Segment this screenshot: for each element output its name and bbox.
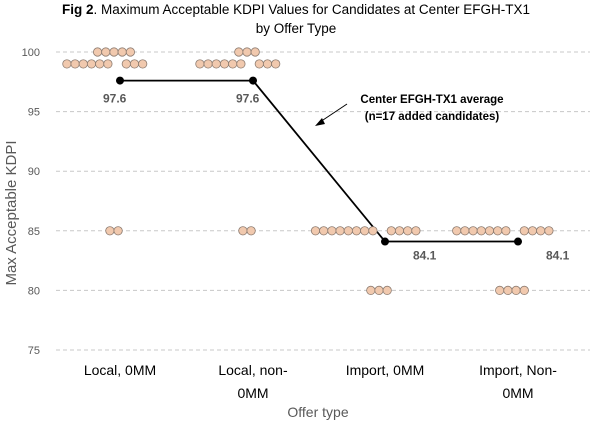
data-point (511, 285, 521, 295)
data-point (343, 226, 353, 236)
data-point (121, 59, 131, 69)
average-label: 97.6 (103, 92, 127, 106)
data-point (105, 226, 115, 236)
x-tick-label: Import, 0MM (346, 362, 425, 378)
data-point (238, 226, 248, 236)
data-point (236, 59, 246, 69)
average-label: 84.1 (546, 249, 570, 263)
data-point (382, 285, 392, 295)
y-tick-label: 90 (28, 166, 40, 178)
data-point (95, 59, 105, 69)
data-point (138, 59, 148, 69)
data-point (246, 226, 256, 236)
average-label: 97.6 (236, 92, 260, 106)
data-point (386, 226, 396, 236)
data-point (335, 226, 345, 236)
x-axis-label: Offer type (287, 404, 348, 420)
data-point (366, 285, 376, 295)
data-point (93, 47, 103, 57)
data-point (234, 47, 244, 57)
grid-lines (56, 51, 590, 351)
individual-dots (62, 47, 554, 295)
average-line (120, 79, 518, 243)
data-point (203, 59, 213, 69)
data-point (374, 285, 384, 295)
data-point (411, 226, 421, 236)
data-point (319, 226, 329, 236)
average-labels: 97.6 97.6 84.1 84.1 (103, 92, 570, 263)
average-marker (381, 237, 389, 246)
y-tick-label: 75 (28, 345, 40, 357)
data-point (250, 47, 260, 57)
annotation-line1: Center EFGH-TX1 average (360, 94, 503, 106)
data-point (527, 226, 538, 236)
data-point (493, 226, 503, 236)
data-point (109, 47, 119, 57)
y-axis-label: Max Acceptable KDPI (3, 140, 20, 285)
average-marker (249, 76, 257, 85)
data-point (503, 285, 513, 295)
y-tick-label: 80 (28, 285, 40, 297)
data-point (242, 47, 252, 57)
y-tick-label: 95 (28, 107, 40, 119)
chart-title-line1: . Maximum Acceptable KDPI Values for Can… (94, 2, 530, 17)
data-point (495, 285, 505, 295)
average-marker (116, 76, 124, 85)
chart-title: Fig 2. Maximum Acceptable KDPI Values fo… (62, 2, 530, 17)
data-point (394, 226, 405, 236)
data-point (271, 59, 281, 69)
data-point (310, 226, 321, 236)
data-point (101, 47, 111, 57)
data-point (519, 226, 529, 236)
data-point (262, 59, 273, 69)
data-point (219, 59, 230, 69)
data-point (103, 59, 113, 69)
annotation-arrow (319, 103, 348, 123)
chart-title-line2: by Offer Type (256, 21, 337, 36)
x-tick-label-line2: 0MM (237, 385, 268, 401)
data-point (327, 226, 337, 236)
data-point (544, 226, 554, 236)
data-point (468, 226, 478, 236)
data-point (195, 59, 205, 69)
data-point (484, 226, 495, 236)
y-tick-labels: 75 80 85 90 95 100 (22, 47, 40, 357)
x-tick-label: Local, non- (218, 362, 288, 378)
data-point (476, 226, 486, 236)
data-point (254, 59, 264, 69)
data-point (501, 226, 511, 236)
y-tick-label: 85 (28, 226, 40, 238)
data-point (78, 59, 88, 69)
y-tick-label: 100 (22, 47, 40, 59)
x-tick-label-line2: 0MM (502, 385, 533, 401)
average-line-path (120, 79, 518, 243)
data-point (70, 59, 80, 69)
data-point (460, 226, 470, 236)
data-point (113, 226, 123, 236)
data-point (228, 59, 238, 69)
x-tick-labels: Local, 0MM Local, non- 0MM Import, 0MM Impor… (84, 362, 557, 401)
x-tick-label: Import, Non- (479, 362, 557, 378)
data-point (86, 59, 97, 69)
x-tick-label: Local, 0MM (84, 362, 156, 378)
data-point (368, 226, 378, 236)
data-point (360, 226, 370, 236)
data-point (117, 47, 127, 57)
data-point (519, 285, 529, 295)
data-point (62, 59, 72, 69)
data-point (403, 226, 413, 236)
average-marker (514, 237, 522, 246)
data-point (125, 47, 135, 57)
annotation-line2: (n=17 added candidates) (365, 111, 500, 123)
annotation-arrowhead (315, 118, 325, 126)
data-point (536, 226, 546, 236)
chart-title-prefix: Fig 2 (62, 2, 94, 17)
data-point (452, 226, 462, 236)
data-point (129, 59, 140, 69)
data-point (211, 59, 221, 69)
average-markers (116, 76, 522, 246)
average-label: 84.1 (413, 249, 437, 263)
data-point (351, 226, 362, 236)
